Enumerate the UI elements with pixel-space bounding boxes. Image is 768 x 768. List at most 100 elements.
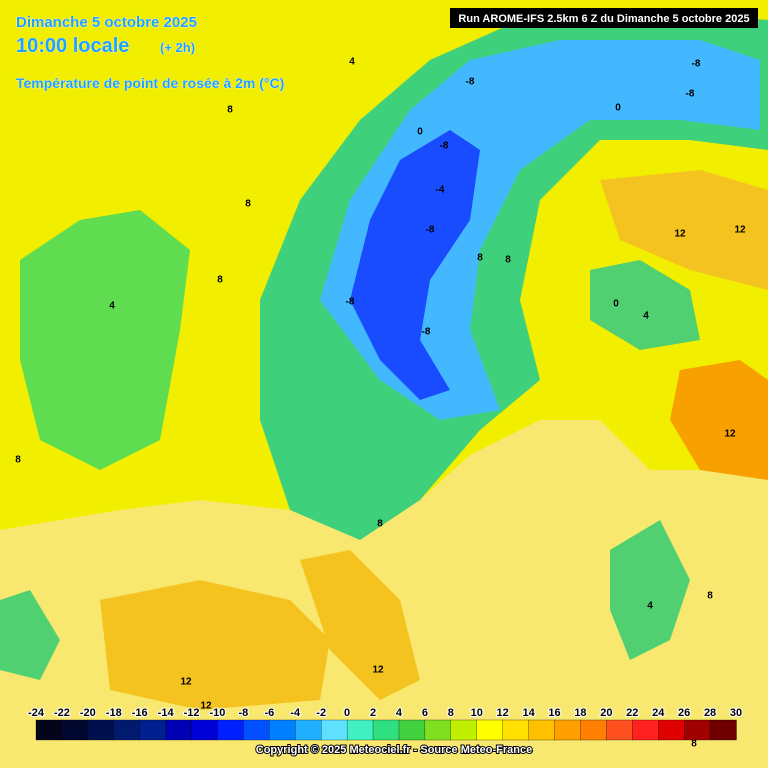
colorbar-swatch [321, 719, 348, 741]
colorbar-label: 30 [730, 707, 742, 719]
copyright: Copyright © 2025 Meteociel.fr - Source M… [256, 744, 532, 756]
colorbar-swatch [580, 719, 608, 741]
contour-label: 8 [377, 519, 383, 530]
colorbar-label: 26 [678, 707, 690, 719]
contour-label: -8 [426, 225, 435, 236]
colorbar-swatch [658, 719, 685, 741]
colorbar-swatch [243, 719, 270, 741]
offset-label: (+ 2h) [160, 40, 195, 55]
colorbar-label: -8 [239, 707, 249, 719]
contour-label: 8 [707, 591, 713, 602]
contour-label: 12 [180, 677, 192, 688]
colorbar-label: -14 [158, 707, 175, 719]
contour-labels: 4 8 8 8 8 4 8 -8 -8 -4 -8 -8 -8 -8 0 0 12 12 12 0 4 12 12 12 8 4 8… [15, 57, 746, 750]
contour-label: -8 [686, 89, 695, 100]
colorbar-label: -4 [290, 707, 301, 719]
contour-label: 8 [505, 255, 511, 266]
contour-label: 4 [643, 311, 649, 322]
contour-label: 0 [417, 127, 423, 138]
contour-label: 4 [109, 301, 115, 312]
contour-label: 8 [245, 199, 251, 210]
contour-label: 8 [217, 275, 223, 286]
run-label: Run AROME-IFS 2.5km 6 Z du Dimanche 5 oc… [458, 13, 749, 25]
contour-label: 12 [200, 701, 212, 712]
humid-zone [260, 10, 768, 540]
contour-label: 4 [647, 601, 653, 612]
colorbar-swatch [139, 719, 167, 741]
contour-label: 0 [615, 103, 621, 114]
colorbar-label: -24 [28, 707, 45, 719]
colorbar-label: 20 [600, 707, 612, 719]
colorbar-label: 0 [344, 707, 350, 719]
contour-label: 4 [349, 57, 355, 68]
colorbar-label: -20 [80, 707, 96, 719]
colorbar-swatch [113, 719, 141, 741]
colorbar-label: 4 [396, 707, 403, 719]
run-banner [450, 8, 758, 28]
colorbar-swatch [554, 719, 582, 741]
contour-label: 12 [372, 665, 384, 676]
colorbar: -24 -22 -20 -18 -16 -14 -12 -10 -8 -6 -4 -2 0 2 4 6 8 10 1… [27, 706, 743, 741]
colorbar-label: 6 [422, 707, 428, 719]
humid-zone [20, 210, 190, 470]
colorbar-label: 24 [652, 707, 665, 719]
date-label: Dimanche 5 octobre 2025 [16, 14, 197, 31]
colorbar-label: 16 [548, 707, 560, 719]
contour-label: 12 [734, 225, 746, 236]
warm-zone [100, 170, 768, 710]
colorbar-swatch [502, 719, 530, 741]
dry-zone [320, 40, 760, 420]
humid-zone [0, 260, 700, 680]
colorbar-swatch [346, 719, 374, 741]
contour-label: -8 [466, 77, 475, 88]
contour-label: 8 [15, 455, 21, 466]
contour-label: 8 [227, 105, 233, 116]
colorbar-swatch [372, 719, 400, 741]
warm-zone [670, 360, 768, 480]
colorbar-swatch [165, 719, 193, 741]
colorbar-swatch [606, 719, 633, 741]
colorbar-label: 12 [497, 707, 509, 719]
colorbar-label: -22 [54, 707, 70, 719]
contour-label: 8 [691, 739, 697, 750]
contour-label: -8 [346, 297, 355, 308]
colorbar-label: 2 [370, 707, 376, 719]
contour-label: -4 [436, 185, 445, 196]
contour-label: 8 [477, 253, 483, 264]
colorbar-label: 18 [574, 707, 586, 719]
contour-label: 12 [674, 229, 686, 240]
colorbar-label: 22 [626, 707, 638, 719]
colorbar-swatch [424, 719, 452, 741]
colorbar-swatch [709, 719, 737, 741]
colorbar-label: -16 [132, 707, 148, 719]
colorbar-swatch [87, 719, 115, 741]
colorbar-swatch [191, 719, 219, 741]
time-label: 10:00 locale [16, 35, 129, 57]
colorbar-swatch [528, 719, 556, 741]
colorbar-label: 8 [448, 707, 454, 719]
colorbar-label: -18 [106, 707, 122, 719]
contour-label: 12 [724, 429, 736, 440]
contour-label: -8 [692, 59, 701, 70]
contour-label: -8 [440, 141, 449, 152]
colorbar-swatch [476, 719, 504, 741]
colorbar-swatch [683, 719, 711, 741]
field-label: Température de point de rosée à 2m (°C) [16, 75, 284, 91]
contour-label: 0 [613, 299, 619, 310]
colorbar-label: -10 [210, 707, 226, 719]
colorbar-label: 10 [471, 707, 483, 719]
colorbar-swatch [398, 719, 426, 741]
colorbar-label: -12 [184, 707, 200, 719]
colorbar-label: 14 [522, 707, 535, 719]
colorbar-label: -2 [316, 707, 326, 719]
colorbar-swatch [295, 719, 322, 741]
colorbar-label: -6 [264, 707, 274, 719]
colorbar-swatch [61, 719, 89, 741]
colorbar-swatch [632, 719, 659, 741]
colorbar-label: 28 [704, 707, 716, 719]
colorbar-swatch [450, 719, 478, 741]
colorbar-swatch [269, 719, 296, 741]
colorbar-swatch [217, 719, 245, 741]
colorbar-swatch [35, 719, 63, 741]
